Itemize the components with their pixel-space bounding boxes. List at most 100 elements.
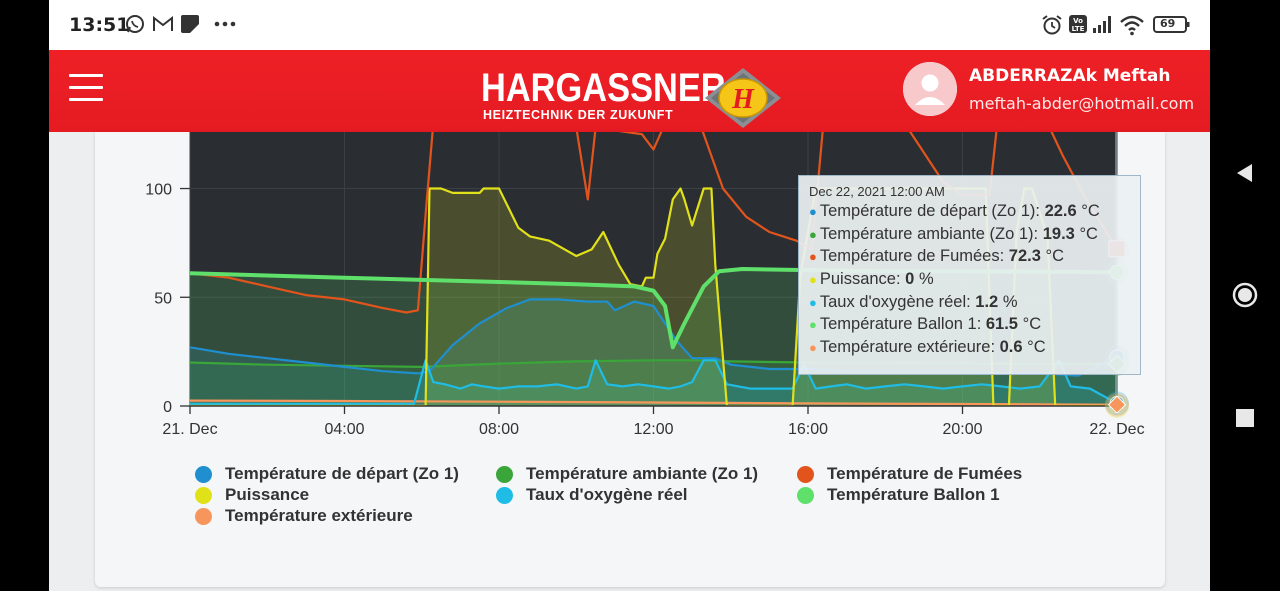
end-marker [1107, 395, 1127, 414]
tooltip-date: Dec 22, 2021 12:00 AM [809, 184, 945, 199]
series-line-6 [190, 399, 1117, 406]
tooltip-series-name: Taux d'oxygène réel [819, 292, 967, 311]
legend-label: Température ambiante (Zo 1) [526, 464, 759, 483]
brand-tagline: HEIZTECHNIK DER ZUKUNFT [483, 108, 674, 122]
legend-label: Puissance [225, 485, 310, 504]
phone-screen: 13:51 Vo LTE 69 [49, 0, 1210, 591]
tooltip-series-name: Température extérieure [819, 338, 991, 357]
tooltip-value: 0.6 [999, 338, 1023, 357]
wifi-icon [1119, 14, 1145, 41]
status-bar: 13:51 Vo LTE 69 [49, 0, 1210, 50]
tooltip-row: ● Température ambiante (Zo 1): 19.3 °C [809, 224, 1098, 243]
legend-dot-icon [797, 487, 814, 504]
app-header: HARGASSNER HEIZTECHNIK DER ZUKUNFT H ABD… [49, 50, 1210, 132]
menu-bar-icon [69, 86, 103, 89]
y-tick-label: 50 [154, 290, 172, 307]
tooltip-value: 0 [905, 270, 915, 289]
tooltip-row: ● Température extérieure: 0.6 °C [809, 338, 1046, 357]
whatsapp-icon [125, 14, 145, 39]
svg-text:Vo: Vo [1073, 17, 1083, 25]
chart-tooltip: Dec 22, 2021 12:00 AM ● Température de dé… [798, 175, 1141, 375]
hargassner-h-logo-icon: H [705, 68, 781, 133]
gmail-icon [152, 14, 174, 39]
x-tick-label: 20:00 [942, 421, 982, 438]
user-avatar[interactable] [903, 62, 957, 116]
tooltip-unit: °C [1027, 338, 1046, 357]
menu-bar-icon [69, 98, 103, 101]
battery-icon: 69 [1153, 15, 1191, 40]
legend-dot-icon [195, 487, 212, 504]
tooltip-series-name: Température Ballon 1 [819, 315, 977, 334]
series-dot-icon: ● [809, 272, 817, 288]
volte-icon: Vo LTE [1068, 14, 1088, 39]
tooltip-unit: % [918, 270, 934, 289]
tooltip-unit: °C [1045, 247, 1065, 266]
x-tick-label: 04:00 [324, 421, 364, 438]
legend-label: Température de Fumées [827, 464, 1023, 483]
y-tick-label: 0 [163, 399, 172, 416]
tooltip-row: ● Température de Fumées: 72.3 °C [809, 247, 1065, 266]
tooltip-series-name: Température de Fumées [819, 247, 1000, 266]
app-icon [180, 14, 200, 39]
chart-card: 21. Dec 04:00 08:00 12:00 16:00 20:00 22. Dec 0… [95, 132, 1165, 587]
menu-bar-icon [69, 74, 103, 77]
signal-icon [1091, 14, 1113, 39]
user-name: ABDERRAZAk Meftah [969, 66, 1171, 86]
tooltip-value: 72.3 [1008, 247, 1041, 266]
brand-logo-letter: H [731, 84, 755, 115]
status-time: 13:51 [69, 14, 130, 36]
brand-name: HARGASSNER [481, 66, 726, 110]
tooltip-unit: °C [1081, 202, 1100, 220]
y-tick-label: 100 [145, 182, 172, 199]
tooltip-row: ● Température Ballon 1: 61.5 °C [809, 315, 1042, 334]
x-tick-label: 21. Dec [162, 421, 217, 438]
legend-label: Température de départ (Zo 1) [225, 464, 459, 483]
tooltip-value: 19.3 [1042, 224, 1075, 243]
series-dot-icon: ● [809, 204, 817, 219]
legend-label: Taux d'oxygène réel [526, 485, 688, 504]
android-nav-bar [1210, 0, 1280, 591]
battery-level: 69 [1160, 17, 1176, 30]
x-tick-label: 12:00 [633, 421, 673, 438]
legend-dot-icon [195, 508, 212, 525]
tooltip-row: ● Puissance: 0 % [809, 270, 934, 289]
x-tick-label: 16:00 [788, 421, 828, 438]
svg-text:LTE: LTE [1072, 25, 1085, 33]
tooltip-row: ● Température de départ (Zo 1): 22.6 °C [809, 202, 1100, 220]
series-area [190, 360, 1117, 406]
series-line-4 [190, 359, 1117, 405]
brand-logo[interactable]: HARGASSNER HEIZTECHNIK DER ZUKUNFT H [481, 64, 781, 128]
x-tick-label: 08:00 [479, 421, 519, 438]
legend-dot-icon [195, 466, 212, 483]
series-dot-icon: ● [809, 340, 817, 356]
user-avatar-icon [903, 62, 957, 116]
legend-label: Température Ballon 1 [827, 485, 1000, 504]
tooltip-row: ● Taux d'oxygène réel: 1.2 % [809, 292, 1018, 311]
legend-label: Température extérieure [225, 506, 413, 525]
legend-dot-icon [496, 487, 513, 504]
series-area [190, 299, 1117, 406]
recents-icon[interactable] [1235, 408, 1255, 433]
tooltip-series-name: Puissance [819, 270, 896, 289]
tooltip-value: 1.2 [975, 292, 999, 311]
series-dot-icon: ● [809, 226, 817, 242]
series-dot-icon: ● [809, 249, 817, 265]
tooltip-value: 61.5 [985, 315, 1018, 334]
user-email: meftah-abder@hotmail.com [969, 94, 1195, 113]
series-dot-icon: ● [809, 317, 817, 333]
x-tick-label: 22. Dec [1089, 421, 1144, 438]
back-icon[interactable] [1234, 162, 1256, 189]
tooltip-series-name: Température ambiante (Zo 1) [819, 224, 1034, 243]
hamburger-menu-button[interactable] [69, 74, 103, 102]
tooltip-unit: % [1002, 292, 1018, 311]
alarm-icon [1041, 14, 1063, 41]
legend-dot-icon [496, 466, 513, 483]
tooltip-series-name: Température de départ (Zo 1) [819, 202, 1036, 220]
home-icon[interactable] [1232, 282, 1258, 313]
tooltip-unit: °C [1022, 315, 1042, 334]
series-dot-icon: ● [809, 294, 817, 310]
legend-dot-icon [797, 466, 814, 483]
tooltip-unit: °C [1079, 224, 1098, 243]
chart-axes: 21. Dec 04:00 08:00 12:00 16:00 20:00 22. Dec 0… [145, 132, 1145, 438]
more-icon [213, 12, 237, 37]
